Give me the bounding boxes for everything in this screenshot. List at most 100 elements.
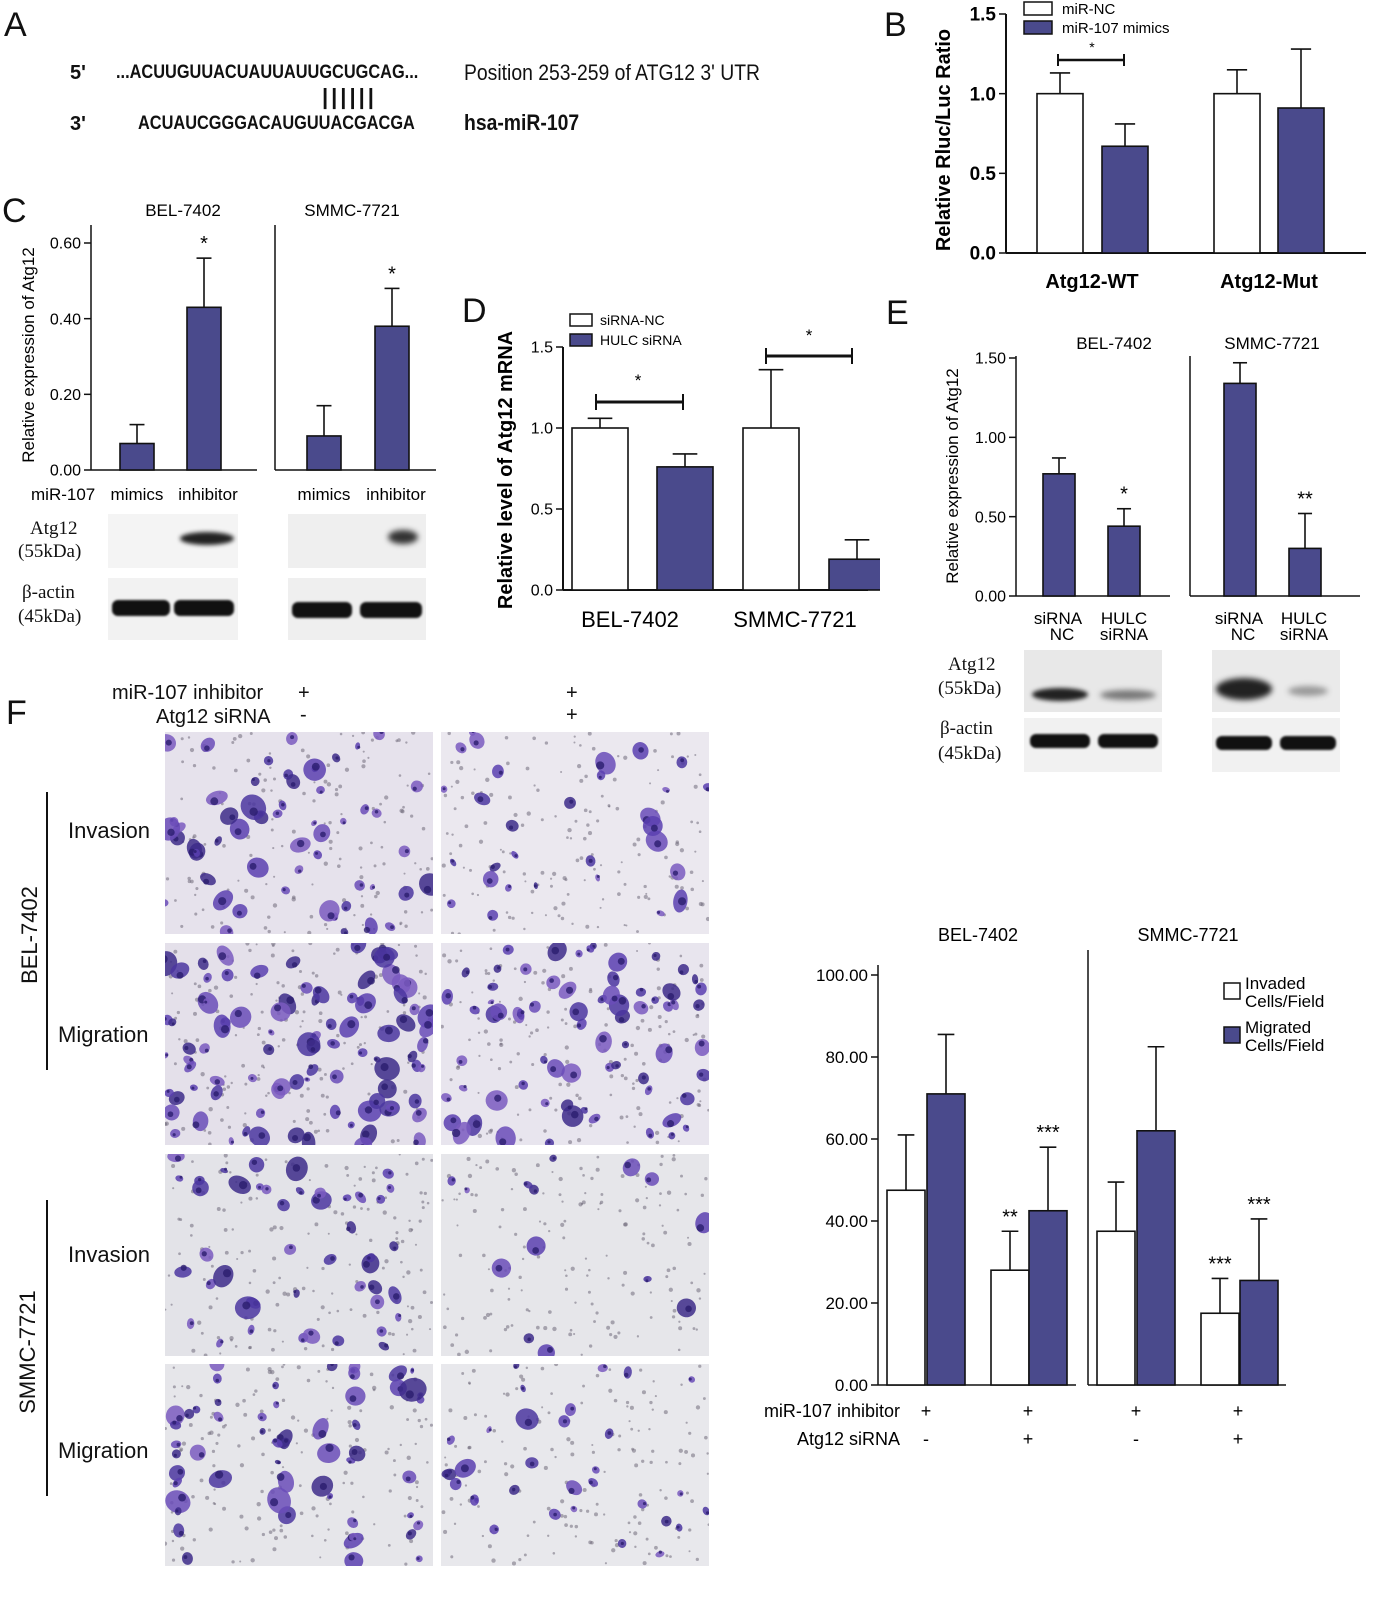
cell-nucleus [178, 1493, 187, 1502]
pore-dot [553, 906, 558, 911]
panel-f-xmark-0-2: + [1131, 1401, 1142, 1421]
stained-cell [175, 1175, 184, 1182]
cell-nucleus [204, 1000, 208, 1004]
e-blot-atg12-smmc [1212, 650, 1340, 712]
cell-nucleus [218, 952, 227, 961]
pore-dot [656, 967, 660, 971]
pore-dot [664, 1020, 668, 1024]
pore-dot [504, 1472, 509, 1477]
pore-dot [308, 943, 313, 946]
cell-nucleus [465, 970, 470, 975]
pore-dot [165, 1541, 168, 1546]
cell-nucleus [253, 972, 261, 979]
cell-nucleus [572, 1008, 580, 1016]
pore-dot [419, 867, 422, 871]
pore-dot [513, 812, 518, 818]
pore-dot [696, 1102, 701, 1107]
pore-dot [222, 1087, 227, 1092]
pore-dot [272, 1225, 277, 1230]
pore-dot [506, 761, 510, 766]
pore-dot [617, 870, 621, 874]
e-blot-actin-size: (45kDa) [938, 743, 1002, 764]
c-blot-actin-size: (45kDa) [18, 606, 82, 627]
pore-dot [370, 841, 373, 845]
f-row-label-migration-2: Migration [58, 1438, 149, 1463]
cell-nucleus [509, 825, 514, 830]
pore-dot [698, 1297, 702, 1300]
pore-dot [193, 982, 197, 986]
pore-dot [347, 1405, 352, 1410]
pore-dot [325, 1095, 329, 1099]
cell-nucleus [193, 1406, 197, 1410]
cell-nucleus [451, 1178, 455, 1182]
pore-dot [384, 795, 389, 800]
pore-dot [397, 738, 401, 742]
panel-c-group-smmc7721: SMMC-7721 [304, 201, 399, 220]
pore-dot [382, 862, 386, 866]
pore-dot [421, 1206, 425, 1210]
pore-dot [210, 1264, 214, 1268]
pore-dot [558, 1193, 562, 1197]
pore-dot [255, 1197, 259, 1200]
cell-nucleus [227, 928, 232, 933]
pore-dot [321, 1266, 325, 1271]
pore-dot [706, 1452, 709, 1455]
stained-cell [637, 1499, 648, 1509]
panel-c-bar-0-1 [186, 306, 222, 471]
pore-dot [520, 1289, 523, 1292]
pore-dot [558, 1082, 562, 1087]
pore-dot [684, 1037, 689, 1043]
micrograph-bel-invasion-control [165, 732, 433, 934]
panel-e-xlabel-3b: NC [1231, 625, 1256, 644]
pore-dot [484, 969, 488, 973]
cell-nucleus [596, 874, 600, 878]
pore-dot [698, 1364, 702, 1368]
pore-dot [200, 1072, 205, 1077]
cell-nucleus [189, 1057, 194, 1063]
cell-nucleus [422, 1038, 429, 1044]
pore-dot [704, 1177, 708, 1181]
pore-dot [410, 1305, 415, 1310]
pore-dot [273, 875, 276, 878]
pore-dot [282, 1364, 286, 1366]
pore-dot [208, 1142, 212, 1145]
pore-dot [307, 851, 310, 854]
pore-dot [630, 1427, 634, 1431]
pore-dot [181, 1441, 187, 1446]
pore-dot [471, 1368, 476, 1373]
pore-dot [208, 1245, 211, 1248]
pore-dot [173, 949, 178, 954]
pore-dot [281, 1365, 284, 1369]
micrograph-cells [441, 1364, 709, 1566]
pore-dot [647, 1552, 651, 1556]
pore-dot [618, 1209, 622, 1213]
pore-dot [288, 1091, 291, 1095]
cell-nucleus [372, 885, 376, 889]
pore-dot [340, 993, 343, 996]
pore-dot [501, 850, 505, 854]
pore-dot [613, 1398, 618, 1403]
cell-nucleus [179, 1175, 183, 1179]
cell-nucleus [260, 1110, 265, 1114]
cell-nucleus [694, 979, 698, 984]
pore-dot [524, 880, 527, 883]
cell-nucleus [499, 1138, 507, 1145]
micrograph-cells [441, 943, 709, 1145]
pore-dot [243, 1412, 248, 1417]
pore-dot [267, 1367, 272, 1372]
pore-dot [600, 1193, 604, 1196]
pore-dot [361, 764, 366, 769]
cell-nucleus [353, 1537, 357, 1541]
c-blot-atg12-smmc [288, 514, 426, 568]
pore-dot [641, 1459, 645, 1463]
cell-nucleus [562, 1419, 568, 1424]
pore-dot [503, 1327, 508, 1332]
pore-dot [530, 889, 535, 894]
cell-nucleus [389, 1106, 395, 1111]
pore-dot [543, 1326, 548, 1331]
cell-nucleus [387, 1185, 392, 1190]
cell-nucleus [381, 1083, 389, 1091]
pore-dot [187, 736, 191, 739]
pore-dot [165, 1122, 168, 1126]
cell-nucleus [638, 747, 644, 753]
